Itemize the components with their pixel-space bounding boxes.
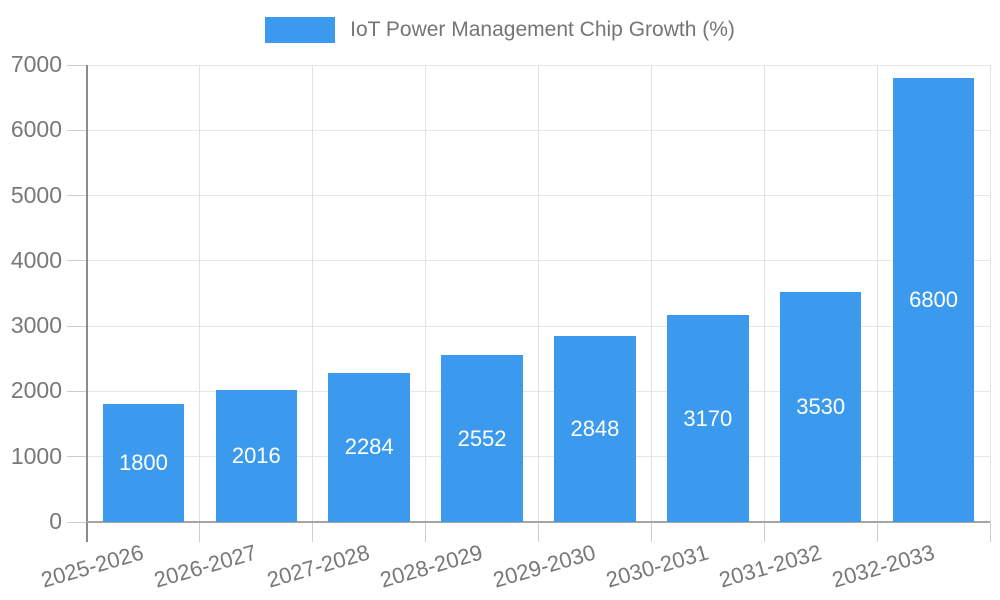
y-axis-label: 7000 [10, 51, 62, 77]
bar[interactable]: 3530 [779, 291, 862, 522]
bar[interactable]: 2848 [554, 336, 636, 522]
x-axis-tick [538, 522, 539, 542]
x-axis-tick [763, 522, 765, 542]
bar[interactable]: 1800 [102, 404, 185, 522]
y-axis-label: 3000 [10, 312, 62, 339]
bar[interactable]: 2552 [441, 355, 523, 522]
legend[interactable]: IoT Power Management Chip Growth (%) [0, 17, 1000, 43]
y-axis-tick [67, 456, 87, 458]
y-axis-tick [67, 390, 87, 392]
y-axis-label: 4000 [10, 246, 62, 273]
grid-line-vertical [989, 65, 991, 522]
bar-value-label: 2848 [570, 416, 620, 442]
bar-value-label: 1800 [118, 450, 168, 476]
x-axis-tick [312, 522, 314, 542]
y-axis-tick [67, 64, 87, 66]
legend-swatch [265, 17, 336, 43]
x-axis-tick [425, 522, 427, 542]
x-axis-line [87, 521, 990, 523]
y-axis-label: 0 [49, 508, 62, 534]
grid-line-vertical [650, 65, 652, 522]
y-axis-line [86, 65, 88, 542]
bar[interactable]: 3170 [667, 315, 749, 522]
bar[interactable]: 2284 [328, 372, 410, 522]
bar-value-label: 2552 [457, 425, 507, 451]
grid-line-vertical [763, 65, 765, 522]
y-axis-tick [67, 260, 87, 262]
grid-line-vertical [312, 65, 314, 522]
grid-line-vertical [538, 65, 539, 522]
x-axis-tick [989, 522, 991, 542]
y-axis-tick [67, 325, 87, 327]
grid-line-vertical [876, 65, 878, 522]
y-axis-tick [67, 521, 87, 523]
bar-value-label: 3170 [683, 405, 733, 431]
y-axis-label: 2000 [10, 377, 62, 404]
y-axis-tick [67, 195, 87, 197]
legend-label: IoT Power Management Chip Growth (%) [350, 18, 735, 41]
y-axis-label: 1000 [10, 442, 62, 469]
bar-value-label: 3530 [796, 393, 846, 419]
x-axis-tick [650, 522, 652, 542]
bar[interactable]: 2016 [215, 390, 298, 522]
bar[interactable]: 6800 [892, 78, 975, 522]
y-axis-tick [67, 129, 87, 131]
grid-line-vertical [199, 65, 201, 522]
y-axis-label: 6000 [10, 116, 62, 143]
x-axis-tick [199, 522, 201, 542]
bar-value-label: 2016 [231, 443, 281, 469]
y-axis-label: 5000 [10, 181, 62, 208]
bar-value-label: 6800 [909, 287, 959, 313]
x-axis-tick [876, 522, 878, 542]
bar-value-label: 2284 [344, 434, 394, 460]
grid-line-vertical [425, 65, 427, 522]
